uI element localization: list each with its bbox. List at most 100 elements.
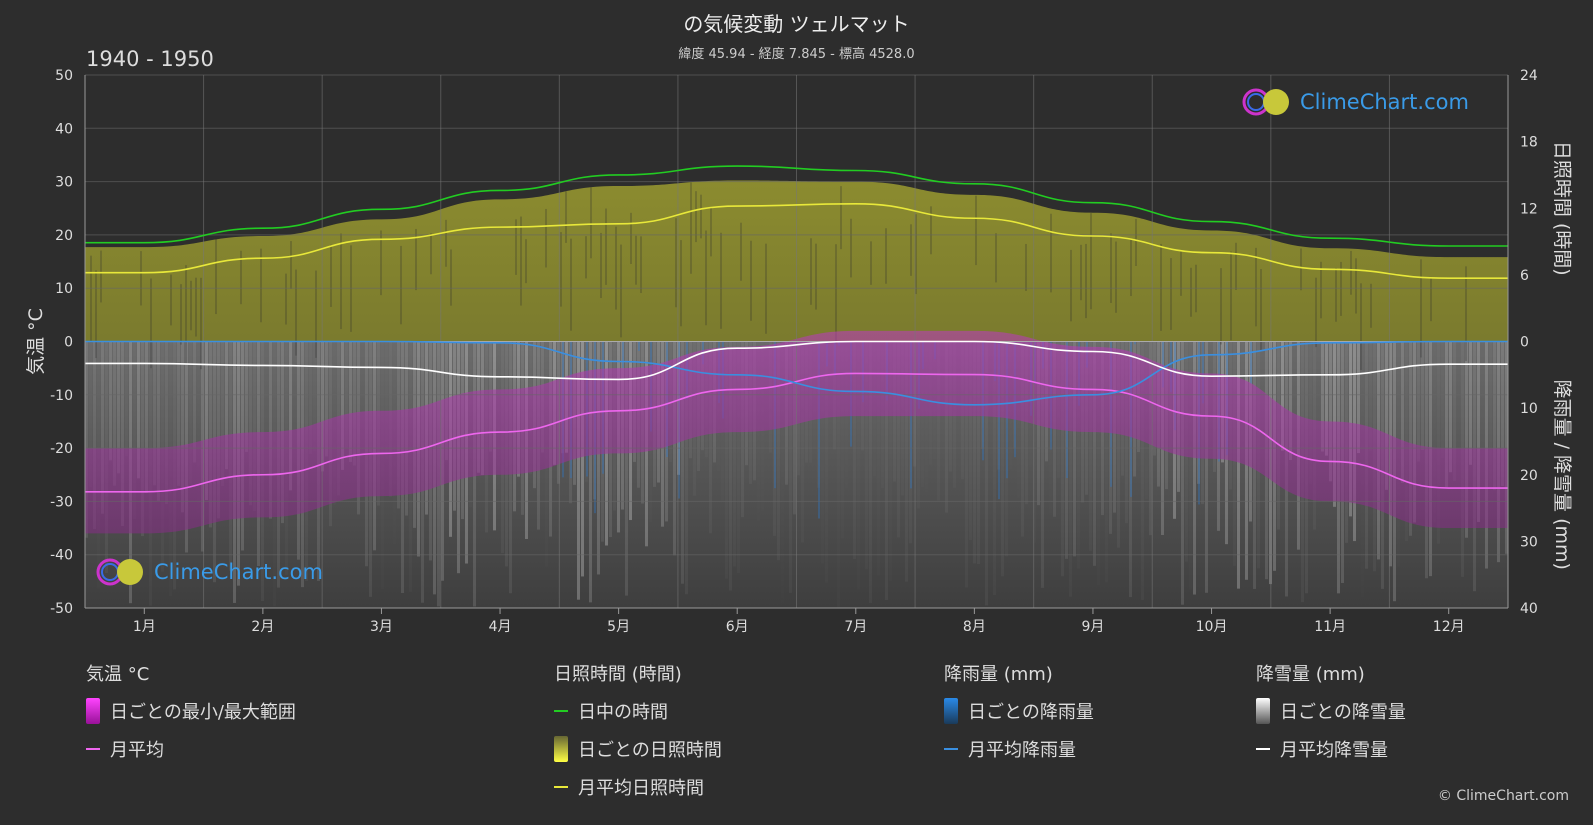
daily-snowfall-bar xyxy=(289,341,292,491)
daily-snowfall-bar xyxy=(1001,341,1004,577)
temp-mean-swatch xyxy=(86,748,100,750)
y3-tick-label: 30 xyxy=(1520,534,1538,550)
daily-sunshine-bar xyxy=(740,222,742,281)
daily-sunshine-bar xyxy=(290,241,292,289)
daily-sunshine-bar xyxy=(1025,243,1027,291)
climechart-logo-icon xyxy=(1242,88,1289,116)
daily-snowfall-bar xyxy=(349,341,352,462)
sunshine-swatch xyxy=(554,736,568,762)
daily-snowfall-bar xyxy=(269,341,272,519)
legend-heading: 気温 °C xyxy=(86,664,150,685)
daily-sunshine-bar xyxy=(560,232,562,307)
daily-sunshine-bar xyxy=(1080,244,1082,301)
daily-snowfall-bar xyxy=(1061,341,1064,577)
daily-sunshine-bar xyxy=(1320,261,1322,319)
daily-sunshine-bar xyxy=(1190,267,1192,317)
daily-sunshine-bar xyxy=(720,232,722,329)
snow-swatch xyxy=(1256,698,1270,724)
logo-bottom: ClimeChart.com xyxy=(94,556,323,588)
daily-rainfall-bar xyxy=(818,341,820,519)
y2-tick-label: 6 xyxy=(1520,268,1529,284)
daily-snowfall-bar xyxy=(117,341,120,474)
legend-label: 日ごとの日照時間 xyxy=(578,740,722,761)
daily-sunshine-bar xyxy=(545,208,547,268)
y-tick-label: 0 xyxy=(64,335,73,351)
daily-sunshine-bar xyxy=(1085,243,1087,319)
daily-sunshine-bar xyxy=(705,230,707,326)
y2-tick-label: 18 xyxy=(1520,135,1538,151)
daily-snowfall-bar xyxy=(1357,341,1360,454)
legend-label: 日ごとの最小/最大範囲 xyxy=(110,702,296,723)
legend-item: 月平均 xyxy=(86,736,296,762)
daily-snowfall-bar xyxy=(1065,341,1068,559)
daily-sunshine-bar xyxy=(340,233,342,330)
daily-snowfall-bar xyxy=(1289,341,1292,460)
daily-snowfall-bar xyxy=(177,341,180,486)
x-tick-label: 9月 xyxy=(1081,619,1104,635)
daily-snowfall-bar xyxy=(773,341,776,536)
daily-snowfall-bar xyxy=(681,341,684,584)
daily-sunshine-bar xyxy=(445,219,447,267)
daily-sunshine-bar xyxy=(380,230,382,296)
daily-sunshine-bar xyxy=(1300,248,1302,291)
daily-sunshine-bar xyxy=(515,219,517,275)
daily-sunshine-bar xyxy=(1130,239,1132,297)
daily-snowfall-bar xyxy=(625,341,628,596)
daily-snowfall-bar xyxy=(1321,341,1324,452)
daily-sunshine-bar xyxy=(815,243,817,310)
legend-heading: 降雨量 (mm) xyxy=(944,664,1053,685)
daily-sunshine-bar xyxy=(585,236,587,279)
daylight-swatch xyxy=(554,710,568,712)
daily-sunshine-bar xyxy=(240,250,242,305)
legend-heading: 日照時間 (時間) xyxy=(554,664,682,685)
chart-title: の気候変動 ツェルマット xyxy=(683,12,910,36)
daily-snowfall-bar xyxy=(1041,341,1044,588)
daily-snowfall-bar xyxy=(1409,341,1412,536)
daily-snowfall-bar xyxy=(793,341,796,515)
daily-snowfall-bar xyxy=(1129,341,1132,598)
daily-snowfall-bar xyxy=(217,341,220,519)
legend-item: 日ごとの降雪量 xyxy=(1256,698,1406,724)
y-tick-label: -10 xyxy=(50,388,73,404)
daily-snowfall-bar xyxy=(137,341,140,479)
daily-sunshine-bar xyxy=(260,248,262,323)
daily-snowfall-bar xyxy=(1109,341,1112,534)
rain-mean-swatch xyxy=(944,748,958,750)
daily-sunshine-bar xyxy=(630,212,632,264)
daily-snowfall-bar xyxy=(1417,341,1420,462)
daily-sunshine-bar xyxy=(620,244,622,338)
daily-snowfall-bar xyxy=(729,341,732,591)
daily-sunshine-bar xyxy=(90,255,92,343)
daily-rainfall-bar xyxy=(1134,341,1136,345)
daily-sunshine-bar xyxy=(1355,258,1357,314)
rain-swatch xyxy=(944,698,958,724)
y3-tick-label: 20 xyxy=(1520,468,1538,484)
daily-snowfall-bar xyxy=(325,341,328,457)
daily-snowfall-bar xyxy=(253,341,256,512)
daily-snowfall-bar xyxy=(1181,341,1184,605)
y-tick-label: 20 xyxy=(55,228,73,244)
daily-sunshine-bar xyxy=(1050,213,1052,293)
daily-snowfall-bar xyxy=(225,341,228,470)
daily-snowfall-bar xyxy=(1193,341,1196,595)
legend-rain: 降雨量 (mm) 日ごとの降雨量 月平均降雨量 xyxy=(944,660,1094,774)
climechart-logo-icon xyxy=(96,558,143,586)
x-tick-label: 10月 xyxy=(1196,619,1228,635)
daily-snowfall-bar xyxy=(1237,341,1240,589)
legend-item: 日ごとの最小/最大範囲 xyxy=(86,698,296,724)
daily-snowfall-bar xyxy=(1477,341,1480,522)
sunshine-mean-swatch xyxy=(554,786,568,788)
legend-item: 日中の時間 xyxy=(554,698,722,724)
daily-sunshine-bar xyxy=(185,265,187,364)
copyright: © ClimeChart.com xyxy=(1437,788,1569,804)
daily-sunshine-bar xyxy=(430,233,432,275)
legend-temperature: 気温 °C 日ごとの最小/最大範囲 月平均 xyxy=(86,660,296,774)
daily-snowfall-bar xyxy=(1021,341,1024,537)
y-axis-title: 気温 °C xyxy=(25,308,47,375)
y3-tick-label: 40 xyxy=(1520,601,1538,617)
daily-snowfall-bar xyxy=(193,341,196,463)
daily-rainfall-bar xyxy=(638,341,640,352)
daily-rainfall-bar xyxy=(1170,341,1172,393)
daily-sunshine-bar xyxy=(190,280,192,331)
